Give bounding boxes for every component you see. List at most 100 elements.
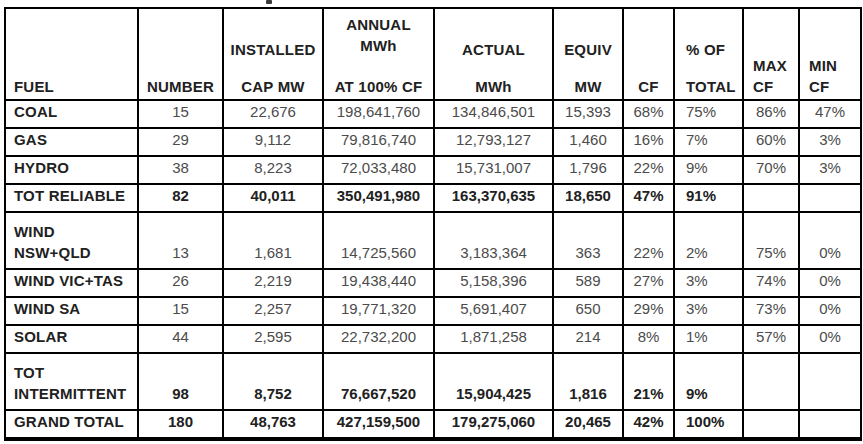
cell-grand-total-annual: 427,159,500 xyxy=(323,410,434,439)
cell-wind-vic-tas-maxcf: 74% xyxy=(743,269,799,297)
header-cell-annual: ANNUALMWhAT 100% CF xyxy=(323,8,434,100)
cell-wind-nsw-qld-equiv: 363 xyxy=(553,212,623,269)
table-row-wind-nsw-qld: WINDNSW+QLD131,68114,725,5603,183,364363… xyxy=(5,212,861,269)
header-cell-cf: CF xyxy=(623,8,674,100)
cell-wind-vic-tas-mincf: 0% xyxy=(799,269,861,297)
header-cell-maxcf: MAXCF xyxy=(743,8,799,100)
cell-wind-vic-tas-actual: 5,158,396 xyxy=(434,269,553,297)
cell-wind-nsw-qld-actual: 3,183,364 xyxy=(434,212,553,269)
cell-grand-total-number: 180 xyxy=(138,410,223,439)
cell-solar-installed: 2,595 xyxy=(223,325,323,353)
cell-tot-reliable-maxcf xyxy=(743,184,799,212)
cell-tot-reliable-cf: 47% xyxy=(623,184,674,212)
cell-solar-pct: 1% xyxy=(674,325,743,353)
header-cell-number: NUMBER xyxy=(138,8,223,100)
table-body: COAL1522,676198,641,760134,846,50115,393… xyxy=(5,100,861,439)
cell-tot-reliable-annual: 350,491,980 xyxy=(323,184,434,212)
cell-wind-sa-maxcf: 73% xyxy=(743,297,799,325)
table-row-hydro: HYDRO388,22372,033,48015,731,0071,79622%… xyxy=(5,156,861,184)
cell-tot-reliable-fuel: TOT RELIABLE xyxy=(5,184,138,212)
crop-artifact xyxy=(266,0,272,4)
cell-grand-total-installed: 48,763 xyxy=(223,410,323,439)
cell-tot-intermittent-mincf xyxy=(799,353,861,410)
header-cell-mincf: MINCF xyxy=(799,8,861,100)
cell-coal-mincf: 47% xyxy=(799,100,861,128)
fuel-generation-table: FUELNUMBERINSTALLEDCAP MWANNUALMWhAT 100… xyxy=(4,7,862,441)
cell-tot-intermittent-equiv: 1,816 xyxy=(553,353,623,410)
cell-solar-number: 44 xyxy=(138,325,223,353)
cell-hydro-installed: 8,223 xyxy=(223,156,323,184)
cell-tot-intermittent-installed: 8,752 xyxy=(223,353,323,410)
cell-wind-sa-cf: 29% xyxy=(623,297,674,325)
cell-tot-reliable-pct: 91% xyxy=(674,184,743,212)
cell-wind-nsw-qld-fuel: WINDNSW+QLD xyxy=(5,212,138,269)
cell-wind-nsw-qld-mincf: 0% xyxy=(799,212,861,269)
cell-gas-pct: 7% xyxy=(674,128,743,156)
cell-gas-mincf: 3% xyxy=(799,128,861,156)
cell-tot-reliable-number: 82 xyxy=(138,184,223,212)
cell-tot-intermittent-actual: 15,904,425 xyxy=(434,353,553,410)
cell-wind-vic-tas-number: 26 xyxy=(138,269,223,297)
cell-tot-intermittent-pct: 9% xyxy=(674,353,743,410)
cell-grand-total-pct: 100% xyxy=(674,410,743,439)
table-row-grand-total: GRAND TOTAL18048,763427,159,500179,275,0… xyxy=(5,410,861,439)
cell-coal-fuel: COAL xyxy=(5,100,138,128)
cell-wind-nsw-qld-cf: 22% xyxy=(623,212,674,269)
header-cell-pct: % OFTOTAL xyxy=(674,8,743,100)
cell-coal-pct: 75% xyxy=(674,100,743,128)
cell-hydro-cf: 22% xyxy=(623,156,674,184)
cell-solar-annual: 22,732,200 xyxy=(323,325,434,353)
header-cell-fuel: FUEL xyxy=(5,8,138,100)
cell-gas-installed: 9,112 xyxy=(223,128,323,156)
cell-wind-sa-mincf: 0% xyxy=(799,297,861,325)
cell-grand-total-equiv: 20,465 xyxy=(553,410,623,439)
cell-wind-nsw-qld-pct: 2% xyxy=(674,212,743,269)
cell-wind-sa-installed: 2,257 xyxy=(223,297,323,325)
table-row-gas: GAS299,11279,816,74012,793,1271,46016%7%… xyxy=(5,128,861,156)
cell-grand-total-actual: 179,275,060 xyxy=(434,410,553,439)
cell-tot-reliable-mincf xyxy=(799,184,861,212)
cell-grand-total-mincf xyxy=(799,410,861,439)
cell-wind-sa-annual: 19,771,320 xyxy=(323,297,434,325)
cell-wind-vic-tas-fuel: WIND VIC+TAS xyxy=(5,269,138,297)
cell-coal-number: 15 xyxy=(138,100,223,128)
cell-tot-intermittent-fuel: TOTINTERMITTENT xyxy=(5,353,138,410)
cell-wind-vic-tas-pct: 3% xyxy=(674,269,743,297)
cell-coal-cf: 68% xyxy=(623,100,674,128)
cell-tot-reliable-actual: 163,370,635 xyxy=(434,184,553,212)
cell-solar-equiv: 214 xyxy=(553,325,623,353)
cell-coal-equiv: 15,393 xyxy=(553,100,623,128)
cell-wind-nsw-qld-number: 13 xyxy=(138,212,223,269)
cell-wind-sa-number: 15 xyxy=(138,297,223,325)
cell-gas-actual: 12,793,127 xyxy=(434,128,553,156)
cell-wind-nsw-qld-installed: 1,681 xyxy=(223,212,323,269)
cell-gas-maxcf: 60% xyxy=(743,128,799,156)
cell-wind-vic-tas-cf: 27% xyxy=(623,269,674,297)
table-row-wind-sa: WIND SA152,25719,771,3205,691,40765029%3… xyxy=(5,297,861,325)
cell-wind-nsw-qld-annual: 14,725,560 xyxy=(323,212,434,269)
cell-wind-vic-tas-annual: 19,438,440 xyxy=(323,269,434,297)
cell-wind-vic-tas-equiv: 589 xyxy=(553,269,623,297)
cell-tot-intermittent-cf: 21% xyxy=(623,353,674,410)
cell-solar-actual: 1,871,258 xyxy=(434,325,553,353)
cell-gas-fuel: GAS xyxy=(5,128,138,156)
cell-tot-intermittent-number: 98 xyxy=(138,353,223,410)
cell-tot-intermittent-annual: 76,667,520 xyxy=(323,353,434,410)
cell-coal-maxcf: 86% xyxy=(743,100,799,128)
header-cell-installed: INSTALLEDCAP MW xyxy=(223,8,323,100)
cell-solar-cf: 8% xyxy=(623,325,674,353)
cell-coal-actual: 134,846,501 xyxy=(434,100,553,128)
cell-coal-installed: 22,676 xyxy=(223,100,323,128)
cell-grand-total-maxcf xyxy=(743,410,799,439)
cell-hydro-pct: 9% xyxy=(674,156,743,184)
cell-wind-sa-actual: 5,691,407 xyxy=(434,297,553,325)
header-cell-actual: ACTUALMWh xyxy=(434,8,553,100)
cell-hydro-equiv: 1,796 xyxy=(553,156,623,184)
cell-tot-reliable-installed: 40,011 xyxy=(223,184,323,212)
cell-wind-vic-tas-installed: 2,219 xyxy=(223,269,323,297)
table-row-tot-reliable: TOT RELIABLE8240,011350,491,980163,370,6… xyxy=(5,184,861,212)
table-row-solar: SOLAR442,59522,732,2001,871,2582148%1%57… xyxy=(5,325,861,353)
cell-gas-cf: 16% xyxy=(623,128,674,156)
cell-gas-annual: 79,816,740 xyxy=(323,128,434,156)
cell-hydro-actual: 15,731,007 xyxy=(434,156,553,184)
